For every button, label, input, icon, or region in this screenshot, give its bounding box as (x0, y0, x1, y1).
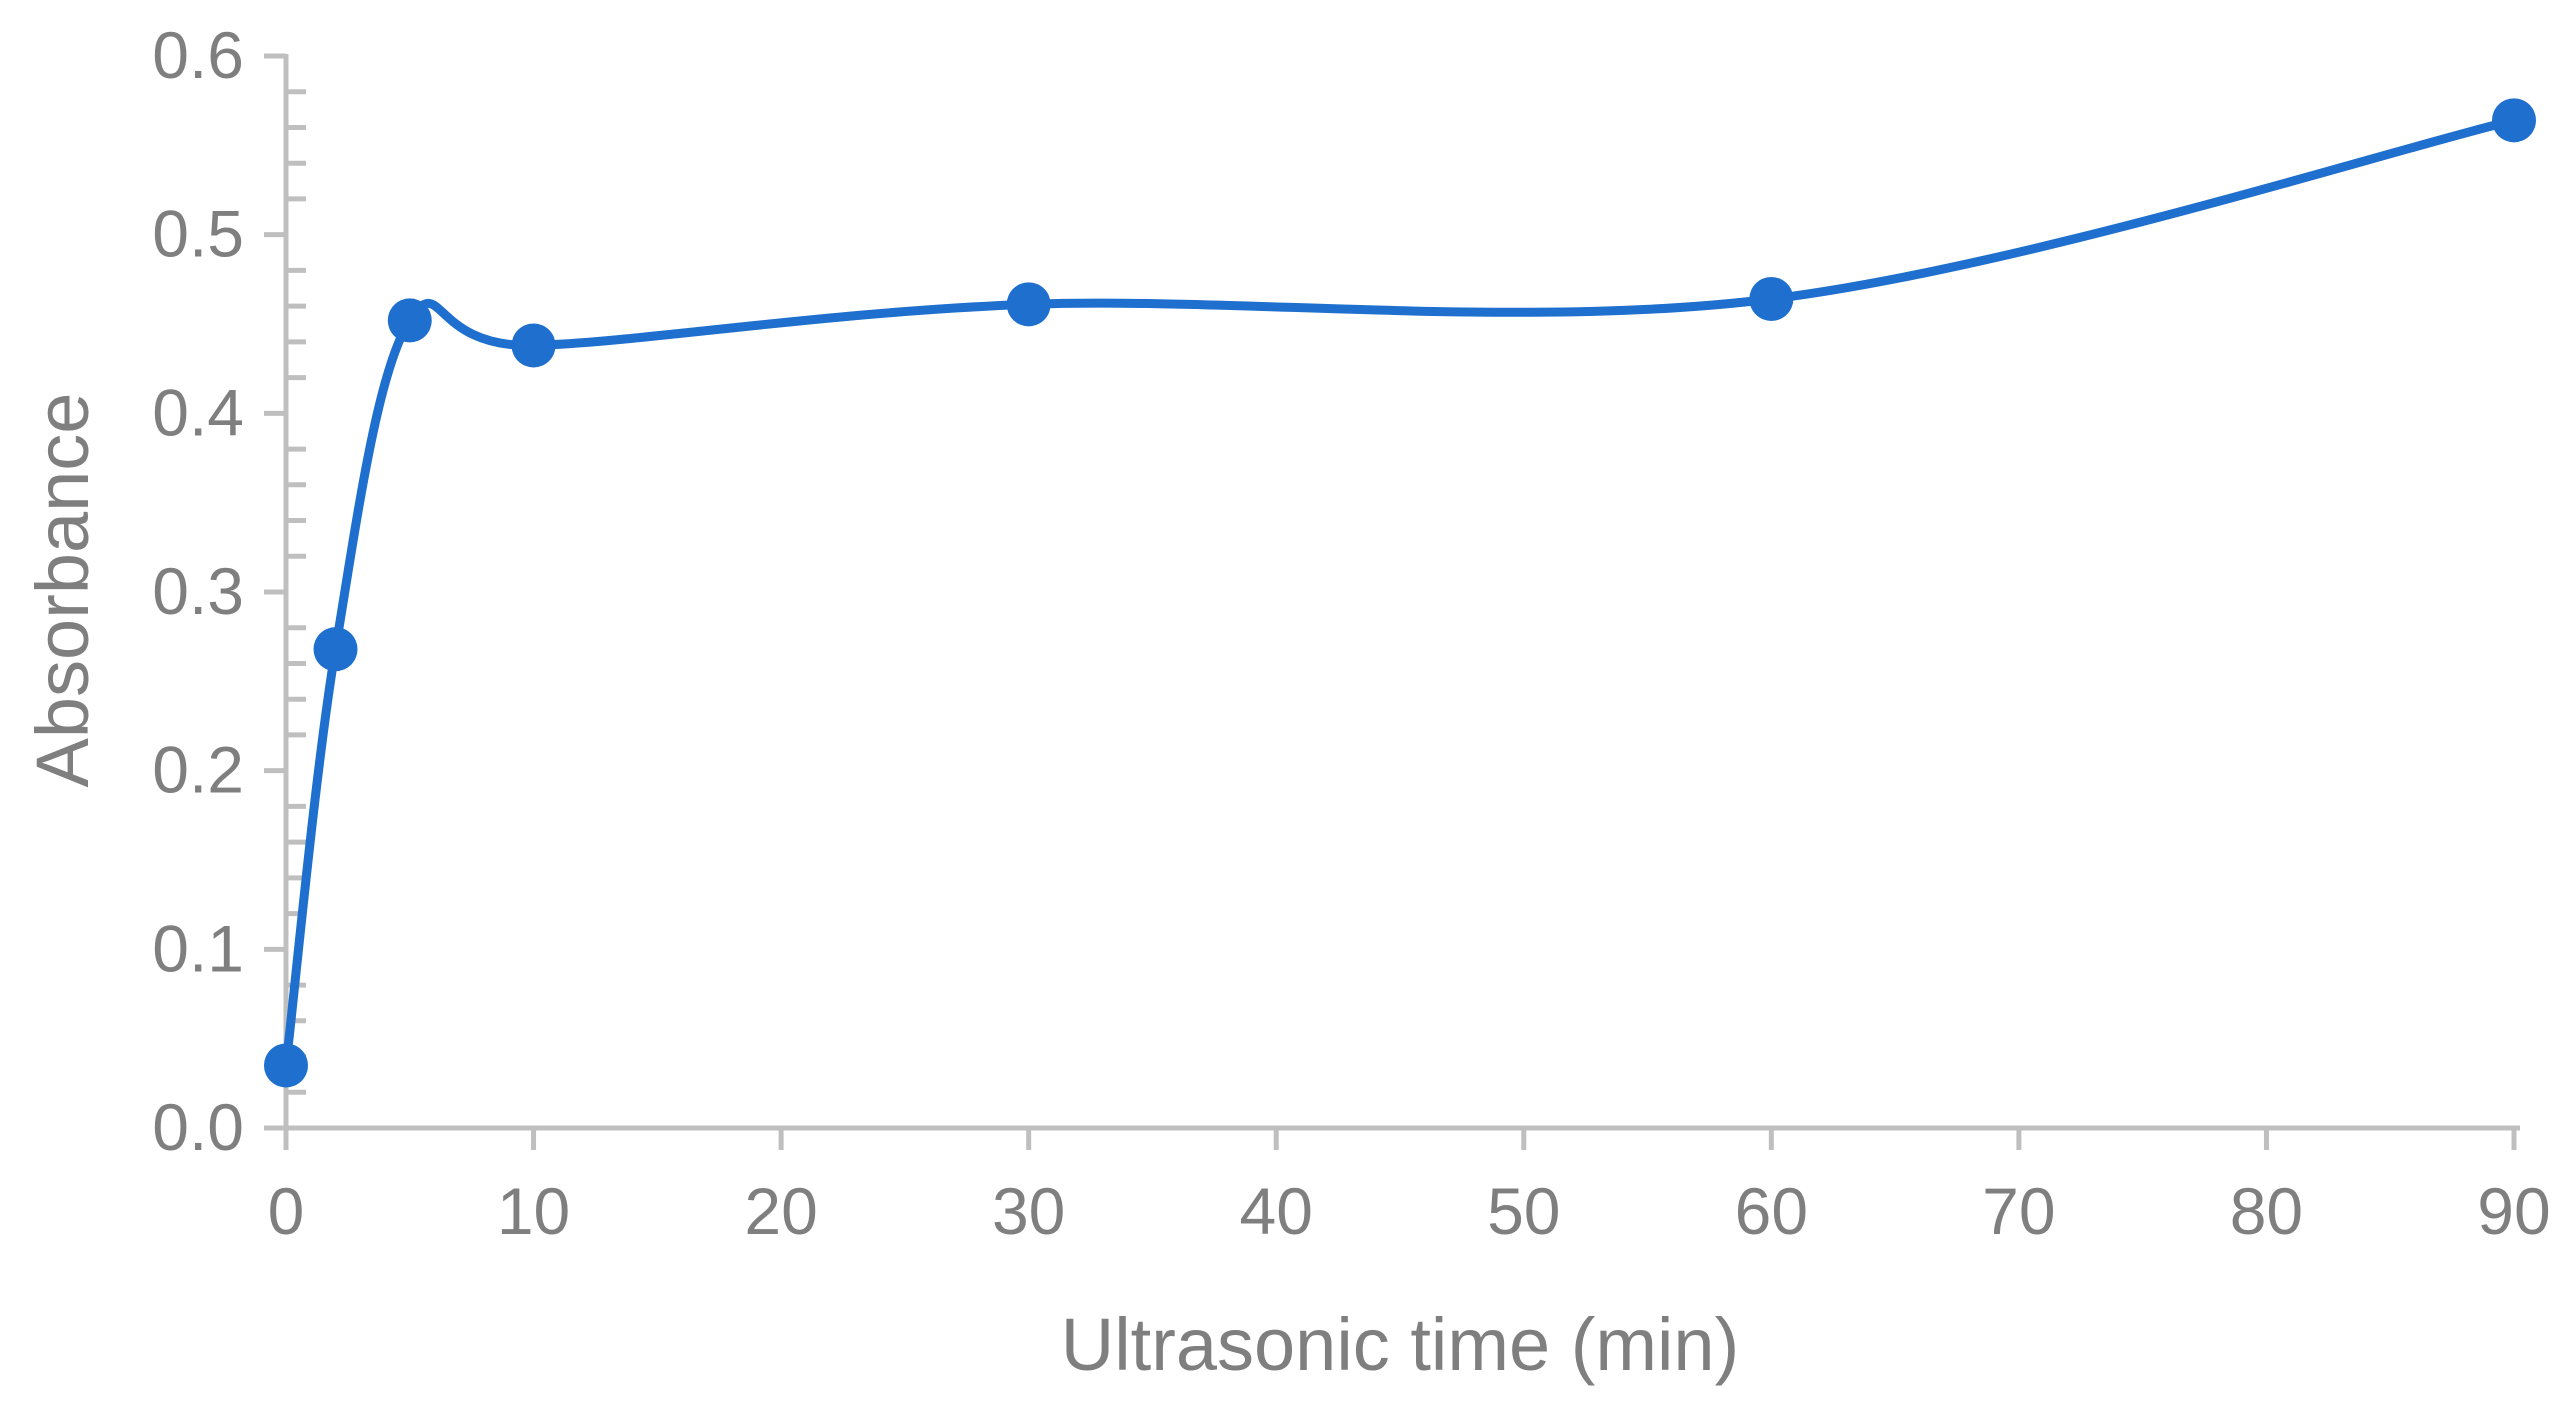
y-tick-label: 0.2 (152, 733, 244, 807)
x-tick-label: 40 (1240, 1174, 1313, 1248)
y-tick-label: 0.3 (152, 554, 244, 628)
series-line (281, 115, 2519, 1070)
x-axis-title: Ultrasonic time (min) (1061, 1303, 1739, 1386)
y-axis-title: Absorbance (21, 393, 104, 788)
y-tick-label: 0.6 (152, 18, 244, 92)
y-tick-label: 0.0 (152, 1090, 244, 1164)
x-tick-label: 80 (2230, 1174, 2303, 1248)
data-point (387, 298, 432, 343)
y-tick-label: 0.5 (152, 197, 244, 271)
x-tick-label: 20 (744, 1174, 817, 1248)
data-point (313, 627, 358, 672)
axes (264, 53, 2520, 1150)
tick-labels: 0.0 0.1 0.2 0.3 0.4 0.5 0.6 0 10 20 30 40 50 60 70 80 90 (152, 18, 2550, 1248)
series (264, 98, 2536, 1088)
x-tick-label: 0 (268, 1174, 305, 1248)
data-point (264, 1043, 308, 1088)
x-tick-label: 30 (992, 1174, 1065, 1248)
x-tick-label: 60 (1735, 1174, 1808, 1248)
x-tick-label: 90 (2477, 1174, 2550, 1248)
data-point (1006, 282, 1051, 327)
y-tick-label: 0.1 (152, 911, 244, 985)
x-tick-label: 10 (497, 1174, 570, 1248)
data-point (1749, 276, 1794, 321)
x-tick-label: 70 (1982, 1174, 2055, 1248)
data-point (511, 323, 556, 368)
y-tick-label: 0.4 (152, 375, 244, 449)
x-tick-label: 50 (1487, 1174, 1560, 1248)
data-point (2492, 98, 2536, 143)
